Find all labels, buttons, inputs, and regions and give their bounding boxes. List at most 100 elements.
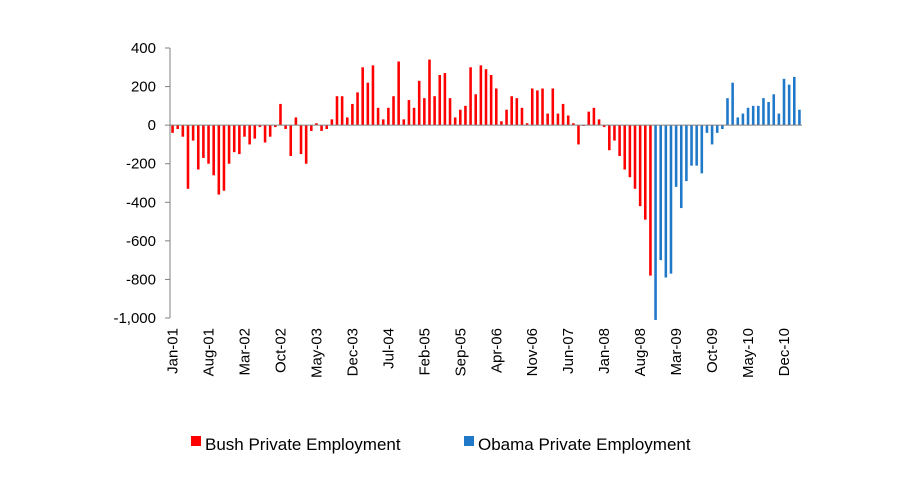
bar-bush-46 [407,100,411,126]
bar-obama-12 [715,125,719,133]
bar-bush-37 [361,67,364,126]
x-tick-label: May-10 [740,328,757,378]
legend-label-obama: Obama Private Employment [478,435,691,454]
legend-swatch-obama [464,436,474,446]
bar-bush-40 [376,107,380,126]
bar-bush-53 [443,73,447,126]
bar-bush-13 [238,125,241,155]
bar-bush-82 [592,107,596,126]
bar-bush-32 [335,96,339,126]
x-tick-label: Jul-04 [380,328,397,369]
bar-bush-34 [345,117,349,126]
bar-bush-73 [546,113,549,126]
bar-bush-42 [387,107,390,126]
x-tick-label: Oct-09 [704,328,721,373]
x-tick-label: Dec-10 [776,328,793,376]
bar-bush-90 [633,125,637,189]
x-tick-label: Mar-09 [668,328,685,376]
bar-obama-1 [659,125,662,261]
bar-obama-8 [695,125,698,166]
x-tick-label: Oct-02 [272,328,289,373]
bar-bush-5 [196,125,200,170]
x-axis-ticks: Jan-01 Aug-01 Mar-02 Oct-02 May-03 Dec-03 Jul-… [165,328,793,378]
bar-bush-44 [397,61,400,126]
bar-bush-3 [186,125,190,189]
bar-bush-30 [325,125,328,129]
bar-bush-29 [320,125,323,131]
bar-bush-45 [402,119,406,126]
y-tick-label: 400 [131,40,156,57]
bar-bush-26 [304,125,308,164]
bar-obama-4 [674,125,678,187]
bar-bush-9 [217,125,221,195]
bar-bush-64 [500,121,503,126]
bar-obama-22 [767,102,770,126]
x-tick-label: Mar-02 [237,328,254,376]
x-tick-label: Feb-05 [416,328,433,376]
bar-obama-17 [741,113,745,126]
y-tick-label: -800 [126,271,156,288]
bar-bush-77 [566,115,570,126]
bar-obama-7 [690,125,693,166]
legend-swatch-bush [191,436,201,446]
bar-bush-21 [279,103,282,126]
bar-bush-81 [587,111,591,126]
bar-bush-93 [649,125,652,276]
bar-obama-26 [787,84,791,126]
x-tick-label: Jun-07 [560,328,577,374]
bar-bush-16 [253,125,257,139]
bar-bush-59 [474,94,478,126]
bar-obama-27 [793,76,796,126]
bar-bush-27 [310,125,313,131]
bar-bush-85 [608,125,611,151]
bar-bush-91 [638,125,642,207]
bar-bush-49 [423,98,426,126]
bar-bush-12 [232,125,236,153]
bar-bush-92 [644,125,647,220]
bar-bush-74 [551,88,555,126]
bar-bush-14 [243,125,246,137]
bar-bush-11 [227,125,231,164]
bar-obama-14 [726,98,729,126]
bar-obama-0 [654,125,657,320]
x-tick-label: Jan-01 [165,328,182,374]
bar-bush-65 [505,109,508,126]
bar-bush-63 [494,88,498,126]
bar-bush-55 [453,117,457,126]
bar-bush-69 [525,123,529,126]
x-tick-label: Sep-05 [452,328,469,376]
bar-bush-7 [207,125,210,164]
bar-bush-19 [268,125,272,137]
bar-bush-35 [351,103,354,126]
bar-bush-41 [381,119,385,126]
bar-bush-23 [289,125,293,156]
bar-obama-23 [772,94,776,126]
bar-obama-10 [705,125,709,133]
bar-bush-60 [479,65,483,126]
bar-obama-25 [782,78,786,126]
bar-bush-61 [484,69,488,126]
x-tick-label: Dec-03 [344,328,361,376]
bar-bush-89 [628,125,632,178]
bar-bush-56 [459,109,462,126]
bar-obama-16 [736,117,740,126]
bar-bush-57 [464,105,467,126]
x-tick-label: Nov-06 [524,328,541,376]
bar-bush-79 [577,125,580,145]
bar-bush-47 [412,107,416,126]
bar-obama-9 [700,125,704,174]
bar-obama-24 [777,113,781,126]
bar-bush-72 [541,88,544,126]
bar-bush-88 [623,125,627,170]
legend-label-bush: Bush Private Employment [205,435,401,454]
bar-obama-20 [757,105,760,126]
legend: Bush Private Employment Obama Private Em… [191,435,691,454]
bar-bush-2 [181,125,185,137]
bar-bush-1 [176,125,179,129]
bar-bush-39 [371,65,375,126]
bar-obama-18 [746,107,750,126]
bar-bush-76 [561,103,565,126]
y-tick-label: 0 [148,117,156,134]
bar-obama-2 [664,125,668,278]
bar-bush-52 [438,75,442,126]
